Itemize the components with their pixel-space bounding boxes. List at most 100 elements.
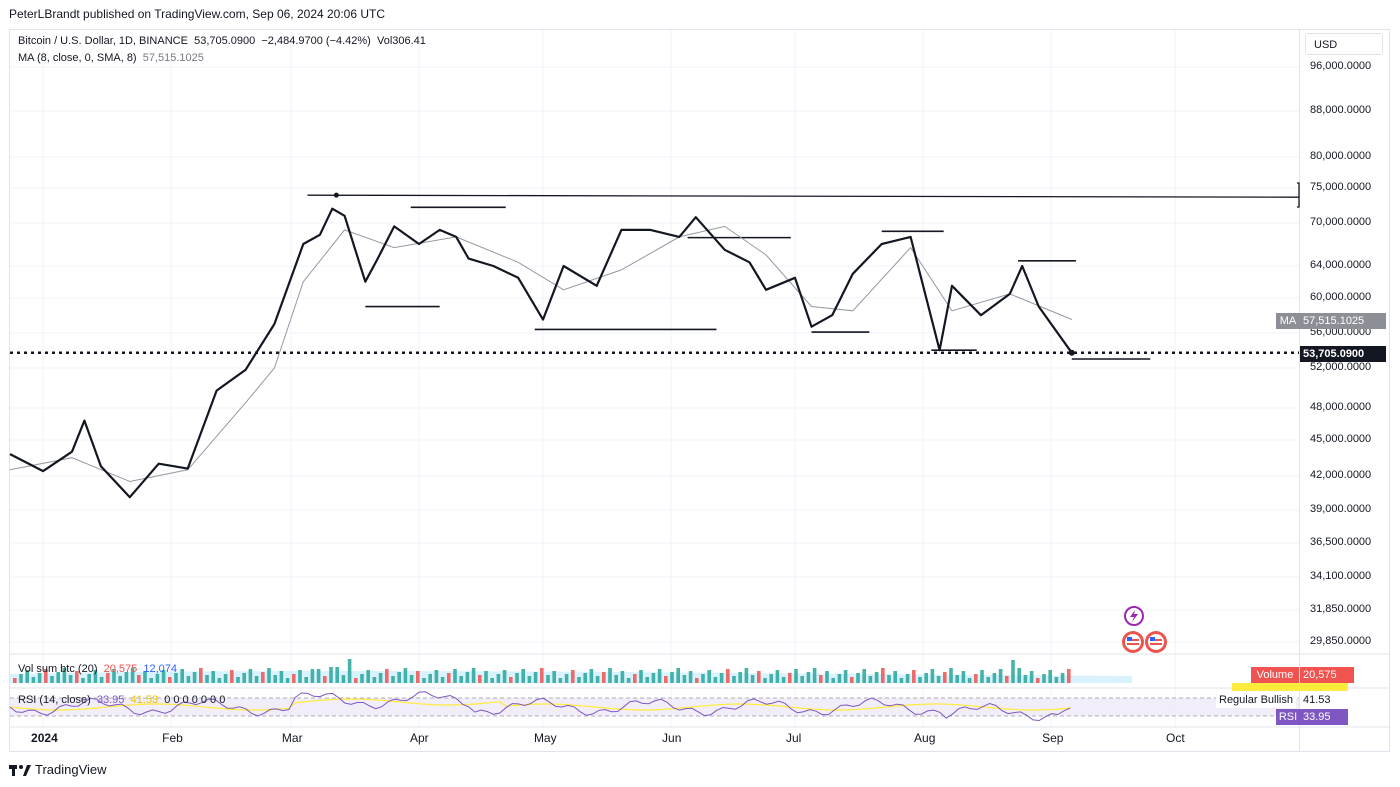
volume-bar: [781, 677, 786, 683]
volume-bar: [769, 674, 773, 683]
volume-bar: [62, 668, 67, 683]
rsi-line: [9, 691, 1071, 722]
volume-bar: [682, 675, 687, 683]
volume-bar: [577, 677, 581, 683]
volume-bar: [936, 676, 941, 683]
pane-separators: [10, 653, 1389, 728]
resistance-line: [307, 194, 1300, 198]
rsi-legend[interactable]: RSI (14, close) 33.95 41.53 0 0 0 0 0 0 …: [18, 694, 225, 706]
volume-bar: [75, 671, 79, 683]
volume-bar: [19, 674, 23, 683]
price-tick-label: 42,000.0000: [1310, 469, 1372, 481]
volume-bar: [998, 669, 1003, 683]
time-label: Feb: [162, 731, 183, 745]
volume-legend[interactable]: Vol sum btc (20) 20,575 12,074: [18, 663, 177, 675]
time-label: Apr: [410, 731, 429, 745]
volume-bar: [825, 671, 829, 683]
symbol-legend[interactable]: Bitcoin / U.S. Dollar, 1D, BINANCE 53,70…: [18, 35, 426, 47]
volume-bar: [242, 673, 246, 683]
volume-bar: [453, 669, 457, 683]
volume-bar: [1060, 673, 1065, 683]
volume-bar: [893, 671, 897, 683]
rsi-value-yellow: 41.53: [130, 694, 159, 706]
time-label: Jul: [785, 731, 802, 745]
volume-bar: [496, 674, 501, 683]
price-series-line: [9, 207, 1073, 499]
volume-bar: [211, 671, 215, 683]
volume-bar: [248, 669, 253, 683]
volume-bar: [540, 668, 544, 683]
rsi-tag-value: 33.95: [1300, 709, 1348, 725]
symbol-name: Bitcoin / U.S. Dollar, 1D, BINANCE: [18, 35, 188, 47]
volume-bar: [149, 678, 153, 683]
volume-bar: [664, 676, 668, 683]
price-tick-label: 45,000.0000: [1310, 433, 1372, 445]
volume-bar: [447, 673, 451, 683]
volume-bar: [719, 673, 724, 683]
volume-bar: [409, 675, 414, 683]
volume-bar: [602, 672, 606, 683]
volume-bar: [329, 667, 333, 683]
ma-tag-value: 57,515.1025: [1300, 313, 1386, 329]
lightning-icon[interactable]: [1124, 606, 1144, 626]
volume-bar: [273, 675, 277, 683]
currency-selector[interactable]: USD: [1305, 33, 1383, 55]
volume-bar: [558, 678, 563, 683]
volume-bar: [124, 672, 129, 683]
volume-bar: [465, 672, 470, 683]
volume-bar: [422, 678, 426, 683]
price-tick-label: 39,000.0000: [1310, 503, 1372, 515]
volume-bar: [68, 675, 73, 683]
volume-bar: [620, 671, 625, 683]
regular-bullish-label: Regular Bullish: [1216, 692, 1296, 708]
publisher-text: PeterLBrandt published on TradingView.co…: [9, 7, 386, 21]
volume-bar: [595, 676, 600, 683]
volume-bar: [31, 677, 36, 683]
us-flag-event-icon[interactable]: [1122, 631, 1144, 653]
volume-bar: [831, 678, 835, 683]
volume-bar: [806, 672, 811, 683]
volume-bar: [230, 670, 234, 683]
rsi-signal-line: [9, 698, 1071, 711]
volume-bar: [490, 678, 494, 683]
volume-bar: [1067, 669, 1071, 683]
resistance-anchor: [333, 192, 339, 198]
time-label: May: [533, 731, 557, 745]
price-tick-label: 96,000.0000: [1310, 60, 1372, 72]
volume-bar: [992, 673, 997, 683]
price-tick-label: 56,000.0000: [1310, 326, 1372, 338]
tradingview-brand: TradingView: [35, 762, 107, 777]
rsi-zeros: 0 0 0 0 0 0 0: [164, 694, 226, 706]
volume-bar: [416, 671, 420, 683]
volume-bar: [1054, 677, 1059, 683]
volume-bar: [701, 674, 705, 683]
volume-bar: [533, 672, 538, 683]
volume-bar: [316, 669, 321, 683]
volume-bar: [800, 676, 804, 683]
volume-bar: [347, 659, 352, 683]
volume-bar: [261, 672, 265, 683]
volume-bar: [502, 670, 507, 683]
price-axis-border: [1299, 29, 1300, 752]
volume-bar: [459, 676, 463, 683]
volume-bar: [856, 673, 860, 683]
ma-label: MA (8, close, 0, SMA, 8): [18, 52, 137, 64]
volume-bar: [254, 676, 259, 683]
volume-bar: [912, 670, 916, 683]
volume-bar: [850, 677, 854, 683]
price-tick-label: 88,000.0000: [1310, 104, 1372, 116]
volume-label: Vol sum btc (20): [18, 663, 98, 675]
volume-value-blue: 12,074: [143, 663, 178, 675]
volume-bar: [137, 675, 141, 683]
volume-bar: [335, 667, 339, 683]
volume-bar: [527, 676, 532, 683]
volume-bar: [744, 668, 749, 683]
last-price-dot: [1068, 349, 1075, 356]
us-flag-event-icon-2[interactable]: [1145, 631, 1167, 653]
ma-legend[interactable]: MA (8, close, 0, SMA, 8) 57,515.1025: [18, 52, 204, 64]
volume-bar: [378, 673, 383, 683]
tradingview-logo[interactable]: TradingView: [9, 762, 107, 777]
time-label: Jun: [662, 731, 682, 745]
volume-bar: [670, 672, 674, 683]
